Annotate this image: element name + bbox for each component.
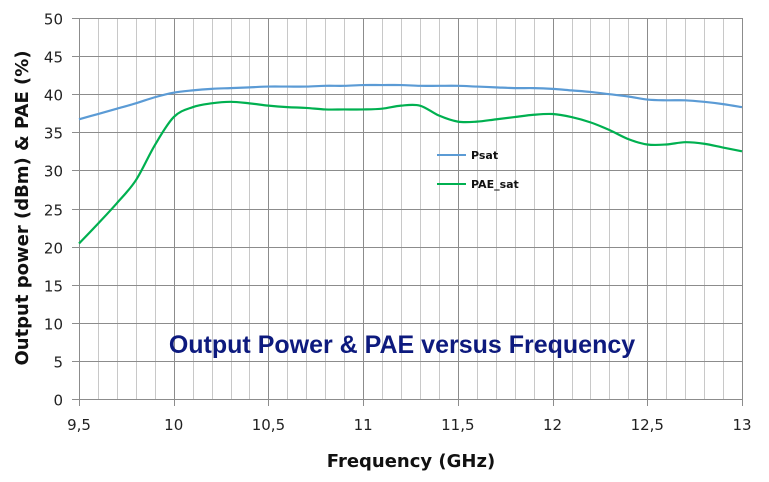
axis-ticks (72, 18, 743, 406)
y-axis-title: Output power (dBm) & PAE (%) (12, 50, 33, 365)
legend-label-psat: Psat (471, 149, 498, 162)
series-line-psat (78, 83, 743, 121)
x-tick-label: 12,5 (631, 416, 664, 434)
y-tick-label: 45 (44, 49, 63, 67)
minor-gridlines (98, 18, 724, 399)
y-tick-label: 10 (44, 316, 63, 334)
x-tick-label: 9,5 (67, 416, 91, 434)
y-tick-label: 5 (53, 354, 63, 372)
x-tick-label: 10,5 (252, 416, 285, 434)
x-tick-label: 13 (732, 416, 751, 434)
x-tick-label: 11 (354, 416, 373, 434)
series-line-pae-sat (78, 100, 743, 245)
data-series (78, 83, 743, 245)
y-tick-label: 35 (44, 125, 63, 143)
y-tick-label: 50 (44, 11, 63, 29)
legend-label-pae-sat: PAE_sat (471, 178, 519, 191)
y-tick-label: 30 (44, 163, 63, 181)
legend: Psat PAE_sat (437, 149, 519, 191)
x-tick-label: 12 (543, 416, 562, 434)
y-tick-label: 15 (44, 278, 63, 296)
major-gridlines (79, 18, 743, 400)
x-tick-label: 11,5 (441, 416, 474, 434)
y-tick-label: 0 (53, 392, 63, 410)
y-tick-label: 40 (44, 87, 63, 105)
y-tick-label: 25 (44, 202, 63, 220)
x-axis-title: Frequency (GHz) (327, 451, 495, 472)
x-tick-label: 10 (164, 416, 183, 434)
y-axis-tick-labels: 0 5 10 15 20 25 30 35 40 45 50 (44, 11, 63, 410)
x-axis-tick-labels: 9,5 10 10,5 11 11,5 12 12,5 13 (67, 416, 751, 434)
y-tick-label: 20 (44, 240, 63, 258)
chart-title: Output Power & PAE versus Frequency (169, 331, 635, 359)
